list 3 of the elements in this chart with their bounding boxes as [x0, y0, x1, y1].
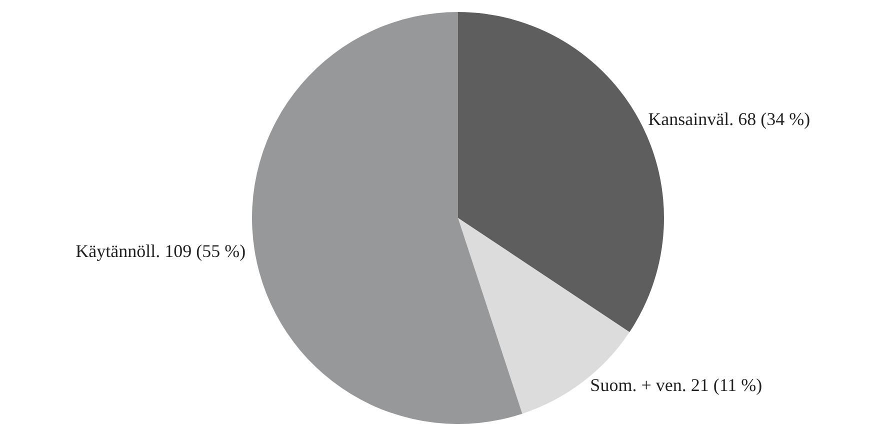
slice-label: Kansainväl. 68 (34 %) [648, 108, 810, 129]
slice-label: Suom. + ven. 21 (11 %) [590, 375, 762, 396]
slice-label: Käytännöll. 109 (55 %) [76, 241, 246, 262]
